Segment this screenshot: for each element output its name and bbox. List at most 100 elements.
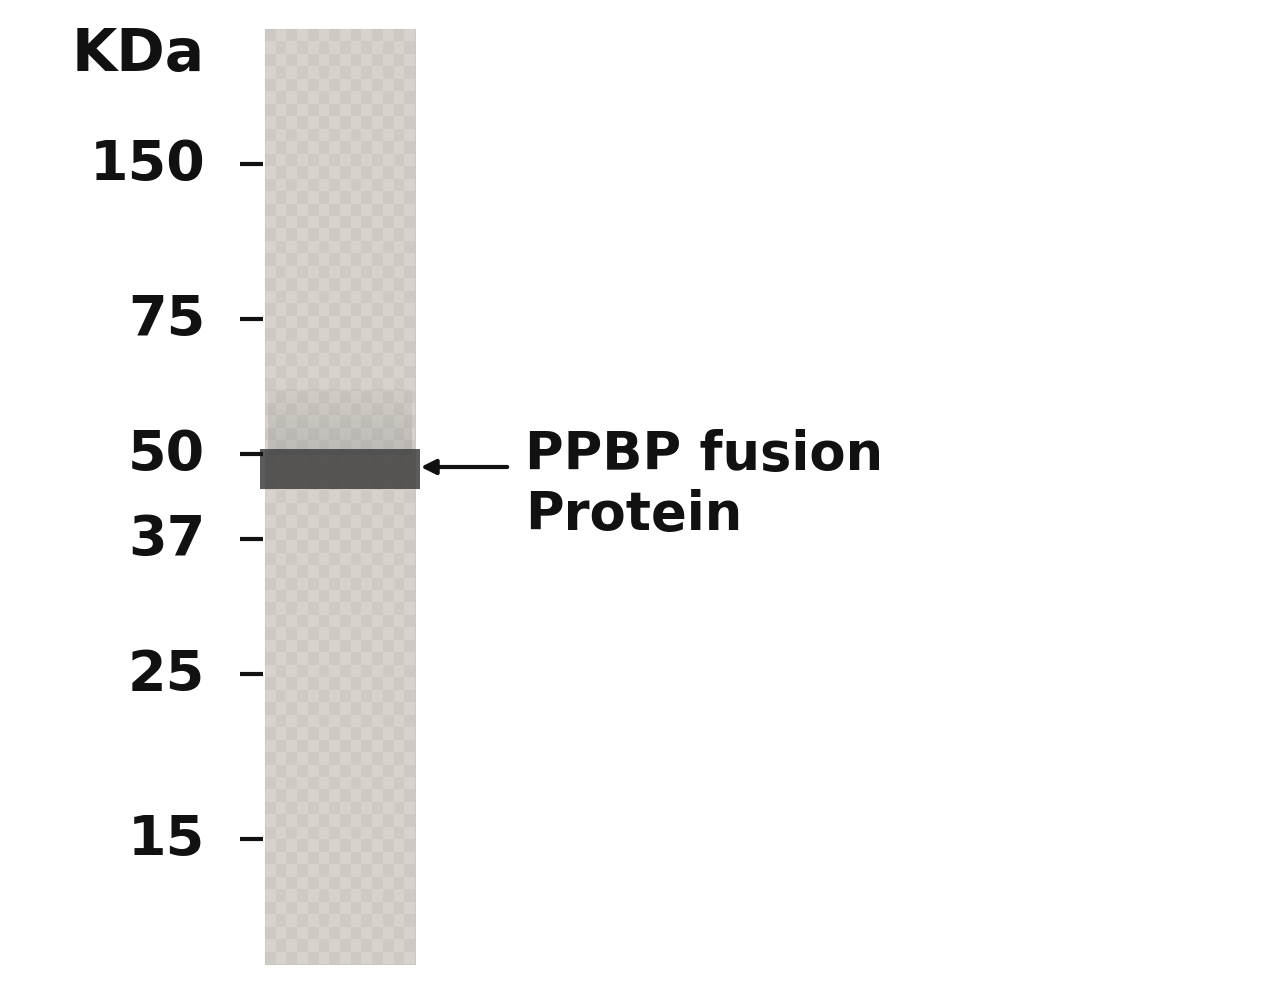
Bar	[308, 740, 319, 752]
Bar	[275, 491, 287, 503]
Bar	[404, 43, 415, 55]
Bar	[275, 68, 287, 80]
Bar	[265, 416, 275, 428]
Bar	[265, 117, 275, 129]
Bar	[329, 665, 340, 678]
Bar	[265, 628, 275, 640]
Bar	[287, 92, 297, 104]
Bar	[383, 230, 393, 242]
Bar	[308, 827, 319, 840]
Bar	[319, 366, 329, 379]
Bar	[265, 840, 275, 852]
Bar	[265, 379, 275, 392]
Bar	[287, 329, 297, 341]
Text: Protein: Protein	[525, 488, 742, 541]
Bar	[275, 392, 287, 404]
Bar	[275, 653, 287, 665]
Bar	[308, 528, 319, 541]
Bar	[404, 752, 415, 764]
Bar	[308, 602, 319, 615]
Bar	[383, 951, 393, 964]
Bar	[372, 205, 383, 217]
Bar	[275, 254, 287, 266]
Bar	[404, 926, 415, 939]
Bar	[297, 665, 308, 678]
Bar	[393, 379, 404, 392]
Bar	[383, 516, 393, 528]
Bar	[361, 104, 372, 117]
Bar	[351, 528, 361, 541]
Bar	[268, 421, 412, 423]
Bar	[393, 865, 404, 877]
Bar	[404, 304, 415, 316]
Bar	[361, 628, 372, 640]
Bar	[308, 167, 319, 180]
Bar	[383, 777, 393, 789]
Bar	[351, 802, 361, 814]
Bar	[319, 728, 329, 740]
Bar	[297, 890, 308, 902]
Bar	[275, 55, 287, 68]
Bar	[372, 516, 383, 528]
Bar	[268, 453, 412, 455]
Bar	[308, 80, 319, 92]
Bar	[361, 640, 372, 653]
Bar	[297, 715, 308, 728]
Bar	[297, 192, 308, 205]
Bar	[351, 205, 361, 217]
Bar	[393, 55, 404, 68]
Bar	[287, 665, 297, 678]
Bar	[329, 217, 340, 230]
Bar	[319, 690, 329, 703]
Bar	[372, 379, 383, 392]
Bar	[297, 104, 308, 117]
Bar	[372, 566, 383, 578]
Bar	[361, 478, 372, 491]
Bar	[361, 590, 372, 602]
Bar	[372, 304, 383, 316]
Bar	[404, 590, 415, 602]
Bar	[372, 653, 383, 665]
Bar	[383, 491, 393, 503]
Bar	[275, 877, 287, 890]
Bar	[404, 615, 415, 628]
Bar	[404, 55, 415, 68]
Bar	[329, 852, 340, 865]
Bar	[308, 30, 319, 43]
Bar	[268, 447, 412, 449]
Bar	[287, 740, 297, 752]
Bar	[268, 390, 412, 392]
Bar	[351, 180, 361, 192]
Bar	[287, 703, 297, 715]
Bar	[329, 827, 340, 840]
Bar	[372, 180, 383, 192]
Bar	[329, 104, 340, 117]
Bar	[393, 541, 404, 553]
Bar	[329, 578, 340, 590]
Bar	[340, 466, 351, 478]
Bar	[404, 92, 415, 104]
Bar	[340, 578, 351, 590]
Bar	[329, 715, 340, 728]
Bar	[340, 602, 351, 615]
Bar	[372, 602, 383, 615]
Bar	[340, 453, 351, 466]
Bar	[308, 478, 319, 491]
Bar	[329, 43, 340, 55]
Bar	[297, 789, 308, 802]
Bar	[372, 279, 383, 291]
Bar	[383, 553, 393, 566]
Bar	[265, 814, 275, 827]
Bar	[268, 431, 412, 433]
Bar	[393, 329, 404, 341]
Bar	[383, 478, 393, 491]
Bar	[297, 602, 308, 615]
Bar	[393, 902, 404, 914]
Bar	[319, 154, 329, 167]
Bar	[287, 478, 297, 491]
Bar	[287, 80, 297, 92]
Bar	[351, 703, 361, 715]
Bar	[319, 279, 329, 291]
Text: 50: 50	[128, 427, 205, 481]
Bar	[340, 914, 351, 926]
